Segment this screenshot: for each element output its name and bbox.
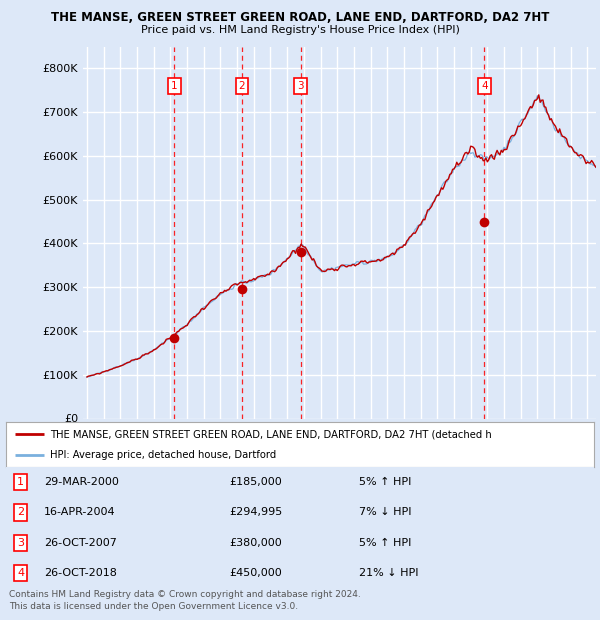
Text: £294,995: £294,995 — [229, 507, 283, 518]
Text: 2: 2 — [239, 81, 245, 91]
Text: 3: 3 — [298, 81, 304, 91]
Text: £185,000: £185,000 — [229, 477, 282, 487]
Text: 26-OCT-2018: 26-OCT-2018 — [44, 568, 117, 578]
Text: 26-OCT-2007: 26-OCT-2007 — [44, 538, 117, 548]
Text: THE MANSE, GREEN STREET GREEN ROAD, LANE END, DARTFORD, DA2 7HT: THE MANSE, GREEN STREET GREEN ROAD, LANE… — [51, 12, 549, 24]
Text: 1: 1 — [17, 477, 24, 487]
Text: 5% ↑ HPI: 5% ↑ HPI — [359, 477, 411, 487]
Text: 3: 3 — [17, 538, 24, 548]
Text: 4: 4 — [481, 81, 488, 91]
Text: £380,000: £380,000 — [229, 538, 282, 548]
Text: 1: 1 — [171, 81, 178, 91]
Text: 4: 4 — [17, 568, 24, 578]
Text: Price paid vs. HM Land Registry's House Price Index (HPI): Price paid vs. HM Land Registry's House … — [140, 25, 460, 35]
Text: 16-APR-2004: 16-APR-2004 — [44, 507, 116, 518]
Text: 7% ↓ HPI: 7% ↓ HPI — [359, 507, 412, 518]
Text: Contains HM Land Registry data © Crown copyright and database right 2024.: Contains HM Land Registry data © Crown c… — [9, 590, 361, 600]
Text: 29-MAR-2000: 29-MAR-2000 — [44, 477, 119, 487]
Text: £450,000: £450,000 — [229, 568, 282, 578]
Text: 2: 2 — [17, 507, 24, 518]
Text: 5% ↑ HPI: 5% ↑ HPI — [359, 538, 411, 548]
Text: This data is licensed under the Open Government Licence v3.0.: This data is licensed under the Open Gov… — [9, 602, 298, 611]
Text: THE MANSE, GREEN STREET GREEN ROAD, LANE END, DARTFORD, DA2 7HT (detached h: THE MANSE, GREEN STREET GREEN ROAD, LANE… — [50, 429, 492, 440]
Text: HPI: Average price, detached house, Dartford: HPI: Average price, detached house, Dart… — [50, 450, 277, 460]
Text: 21% ↓ HPI: 21% ↓ HPI — [359, 568, 418, 578]
